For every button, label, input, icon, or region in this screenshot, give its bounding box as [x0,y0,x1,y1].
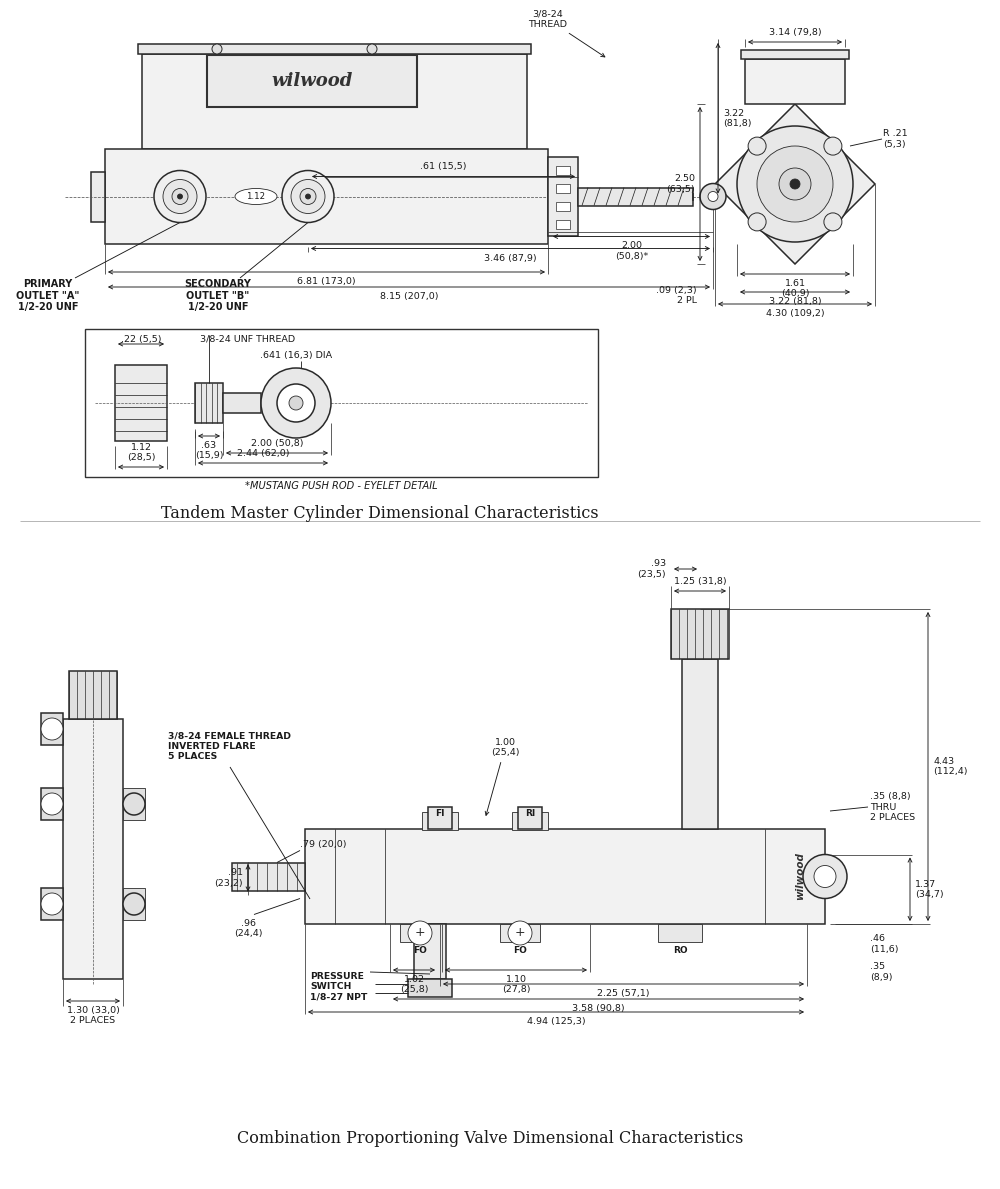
Bar [556,220,570,229]
Text: Combination Proportioning Valve Dimensional Characteristics: Combination Proportioning Valve Dimensio… [237,1130,743,1147]
Text: 4.43
(112,4): 4.43 (112,4) [933,757,968,776]
Bar [408,979,452,998]
Bar [518,807,542,829]
Text: wilwood: wilwood [795,853,805,900]
Circle shape [300,189,316,205]
Bar [41,713,63,746]
Circle shape [163,180,197,214]
Circle shape [123,793,145,814]
Text: 4.30 (109,2): 4.30 (109,2) [766,309,824,317]
Circle shape [757,146,833,222]
Bar [123,788,145,820]
Bar [41,888,63,920]
Circle shape [700,183,726,209]
Bar [414,924,446,979]
Text: .35 (8,8)
THRU
2 PLACES: .35 (8,8) THRU 2 PLACES [870,792,915,822]
Circle shape [790,180,800,189]
Bar [142,54,527,149]
Circle shape [708,191,718,201]
Text: 1.25 (31,8): 1.25 (31,8) [674,577,726,586]
Bar [41,788,63,820]
Circle shape [367,44,377,54]
Text: 3/8-24 FEMALE THREAD
INVERTED FLARE
5 PLACES: 3/8-24 FEMALE THREAD INVERTED FLARE 5 PL… [168,731,291,761]
Circle shape [779,168,811,200]
Text: wilwood: wilwood [271,73,353,90]
Text: 1.12: 1.12 [246,191,266,201]
Circle shape [172,189,188,205]
Text: 3.14 (79,8): 3.14 (79,8) [769,29,821,37]
Bar [548,157,578,235]
Circle shape [41,793,63,814]
Text: 8.15 (207,0): 8.15 (207,0) [380,292,438,301]
Bar [223,394,261,413]
Text: FO: FO [513,946,527,955]
Circle shape [277,384,315,422]
Text: 3.46 (87,9): 3.46 (87,9) [484,253,537,263]
Text: Tandem Master Cylinder Dimensional Characteristics: Tandem Master Cylinder Dimensional Chara… [161,505,599,522]
Text: .79 (20,0): .79 (20,0) [300,839,347,849]
Text: 3.58 (90,8): 3.58 (90,8) [572,1004,625,1013]
Circle shape [212,44,222,54]
Circle shape [41,893,63,916]
Bar [500,924,540,942]
Bar [428,807,452,829]
Circle shape [261,369,331,438]
Bar [115,365,167,441]
Text: .61 (15,5): .61 (15,5) [420,162,466,170]
Text: 2.00
(50,8)*: 2.00 (50,8)* [615,241,648,260]
Bar [556,184,570,193]
Circle shape [737,126,853,243]
Bar [682,659,718,829]
Bar [400,924,440,942]
Bar [63,719,123,979]
Text: 1.30 (33,0)
2 PLACES: 1.30 (33,0) 2 PLACES [67,1006,119,1025]
Text: +: + [515,926,525,939]
Circle shape [41,718,63,740]
Circle shape [178,194,182,199]
Circle shape [291,180,325,214]
Text: 2.00 (50,8): 2.00 (50,8) [251,439,303,448]
Text: 1.02
(25,8): 1.02 (25,8) [400,975,428,994]
Text: 2.25 (57,1): 2.25 (57,1) [597,989,650,998]
Text: RO: RO [673,946,687,955]
Circle shape [289,396,303,410]
Text: .96
(24,4): .96 (24,4) [234,918,262,938]
Bar [745,59,845,103]
Text: 3.22 (81,8): 3.22 (81,8) [769,297,821,306]
Text: 1.12
(28,5): 1.12 (28,5) [127,442,155,463]
Text: .22 (5,5): .22 (5,5) [121,335,161,344]
Bar [232,862,305,891]
Text: .641 (16,3) DIA: .641 (16,3) DIA [260,351,332,360]
Text: 3.22
(81,8): 3.22 (81,8) [723,108,752,128]
Bar [305,829,825,924]
Text: FI: FI [435,809,445,818]
Text: .46
(11,6): .46 (11,6) [870,935,898,954]
Bar [138,44,531,54]
Text: *MUSTANG PUSH ROD - EYELET DETAIL: *MUSTANG PUSH ROD - EYELET DETAIL [245,482,438,491]
Text: RI: RI [525,809,535,818]
Text: 1.61
(40,9): 1.61 (40,9) [781,279,809,298]
Text: .63
(15,9): .63 (15,9) [195,441,223,460]
Circle shape [508,921,532,945]
Bar [658,924,702,942]
Circle shape [748,137,766,155]
Circle shape [306,194,310,199]
Circle shape [154,170,206,222]
Text: R .21
(5,3): R .21 (5,3) [883,130,908,149]
Bar [556,166,570,175]
Bar [512,812,548,830]
Circle shape [824,137,842,155]
Bar [105,149,548,244]
Text: .93
(23,5): .93 (23,5) [637,559,666,579]
Circle shape [748,213,766,231]
Text: 1.10
(27,8): 1.10 (27,8) [502,975,530,994]
Circle shape [814,866,836,887]
Text: 2.44 (62,0): 2.44 (62,0) [237,449,289,458]
Text: 4.94 (125,3): 4.94 (125,3) [527,1017,585,1026]
Text: .35
(8,9): .35 (8,9) [870,962,893,982]
Bar [422,812,458,830]
Polygon shape [715,103,875,264]
Bar [741,50,849,59]
Text: 3/8-24
THREAD: 3/8-24 THREAD [528,10,605,57]
Bar [123,888,145,920]
